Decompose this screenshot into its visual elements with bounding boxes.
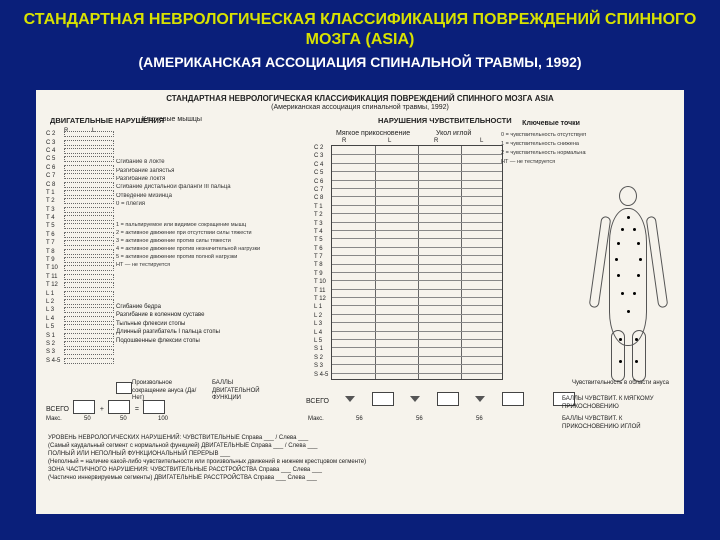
figure-leg-right — [632, 330, 646, 382]
key-points-heading: Ключевые точки — [522, 120, 580, 127]
vsego-motor: ВСЕГО — [46, 406, 69, 413]
motor-total-box — [143, 400, 165, 414]
footer-line: (Самый каудальный сегмент с нормальной ф… — [48, 442, 668, 450]
motor-r-box — [73, 400, 95, 414]
sheet-title: СТАНДАРТНАЯ НЕВРОЛОГИЧЕСКАЯ КЛАССИФИКАЦИ… — [36, 94, 684, 103]
max-50b: 50 — [120, 416, 127, 424]
key-muscle-lower: Длинный разгибатель I пальца стопы — [116, 329, 286, 337]
key-muscle-lower: Разгибание в коленном суставе — [116, 312, 286, 320]
key-muscle: Сгибание дистальной фаланги III пальца — [116, 184, 276, 192]
anal-sphincter-box — [116, 382, 132, 394]
pp-total-box — [437, 392, 459, 406]
key-muscle: Разгибание запястья — [116, 168, 276, 176]
figure-leg-left — [611, 330, 625, 382]
key-muscle: Разгибание локтя — [116, 176, 276, 184]
figure-torso — [609, 208, 647, 346]
max56c: 56 — [476, 416, 483, 424]
key-muscle-lower: Тыльные флексии стопы — [116, 321, 286, 329]
key-point: 1 = чувствительность снижена — [501, 141, 586, 150]
arrow-icon — [475, 396, 485, 402]
arrow-icon — [345, 396, 355, 402]
motor-seg: L 1 — [46, 289, 186, 297]
key-point: 2 = чувствительность нормальная — [501, 150, 586, 159]
footer-line: УРОВЕНЬ НЕВРОЛОГИЧЕСКИХ НАРУШЕНИЙ: ЧУВСТ… — [48, 434, 668, 442]
key-muscle-lower: Сгибание бедра — [116, 304, 286, 312]
key-point: НТ — не тестируется — [501, 159, 586, 168]
max-label2: Макс. — [308, 416, 324, 424]
key-muscle: Сгибание в локте — [116, 159, 276, 167]
sensory-heading: НАРУШЕНИЯ ЧУВСТВИТЕЛЬНОСТИ — [378, 116, 512, 125]
slide: СТАНДАРТНАЯ НЕВРОЛОГИЧЕСКАЯ КЛАССИФИКАЦИ… — [0, 0, 720, 540]
footer-line: ПОЛНЫЙ ИЛИ НЕПОЛНЫЙ ФУНКЦИОНАЛЬНЫЙ ПЕРЕР… — [48, 450, 668, 458]
pp-score-label: БАЛЛЫ ЧУВСТВИТ. К ПРИКОСНОВЕНИЮ ИГЛОЙ — [562, 416, 672, 431]
key-muscle: 0 = плегия — [116, 201, 276, 209]
light-touch-heading: Мягкое прикосновение — [336, 130, 410, 137]
lt-score-label: БАЛЛЫ ЧУВСТВИТ. К МЯГКОМУ ПРИКОСНОВЕНИЮ — [562, 396, 672, 411]
pin-prick-heading: Укол иглой — [436, 130, 471, 137]
plus: + — [100, 406, 104, 413]
key-muscles-heading: Ключевые мышцы — [142, 116, 202, 123]
eq: = — [135, 406, 139, 413]
max-label: Макс. — [46, 416, 62, 424]
motor-scale-item: 4 = активное движение против незначитель… — [116, 246, 286, 254]
key-muscle — [116, 151, 276, 159]
lt-total-box — [372, 392, 394, 406]
sens-sum-a — [502, 392, 524, 406]
key-muscles-lower: Сгибание бедраРазгибание в коленном суст… — [116, 304, 286, 346]
figure-head — [619, 186, 637, 206]
footer-line: ЗОНА ЧАСТИЧНОГО НАРУШЕНИЯ: ЧУВСТВИТЕЛЬНЫ… — [48, 466, 668, 474]
motor-seg: S 4-5 — [46, 357, 186, 365]
motor-seg: T 12 — [46, 281, 186, 289]
motor-scale-item: 1 = пальпируемое или видимое сокращение … — [116, 222, 286, 230]
motor-seg: T 11 — [46, 273, 186, 281]
footer-line: (Частично иннервируемые сегменты) ДВИГАТ… — [48, 474, 668, 482]
motor-scale-item: 2 = активное движение при отсутствии сил… — [116, 230, 286, 238]
motor-seg: S 3 — [46, 348, 186, 356]
key-point: 0 = чувствительность отсутствует — [501, 132, 586, 141]
body-figure — [581, 180, 676, 390]
slide-subtitle: (АМЕРИКАНСКАЯ АССОЦИАЦИЯ СПИНАЛЬНОЙ ТРАВ… — [0, 52, 720, 78]
motor-scale-item: НТ — не тестируется — [116, 262, 286, 270]
arrow-icon — [410, 396, 420, 402]
slide-title: СТАНДАРТНАЯ НЕВРОЛОГИЧЕСКАЯ КЛАССИФИКАЦИ… — [0, 0, 720, 52]
motor-scale: 1 = пальпируемое или видимое сокращение … — [116, 222, 286, 270]
figure-arm-left — [589, 216, 612, 308]
key-muscle — [116, 134, 276, 142]
motor-scale-item: 5 = активное движение против полной нагр… — [116, 254, 286, 262]
footer-line: (Неполный = наличие какой-либо чувствите… — [48, 458, 668, 466]
max56b: 56 — [416, 416, 423, 424]
sheet-subtitle: (Американская ассоциация спинальной трав… — [36, 104, 684, 111]
vsego-sens: ВСЕГО — [306, 398, 329, 405]
max-50a: 50 — [84, 416, 91, 424]
footer-block: УРОВЕНЬ НЕВРОЛОГИЧЕСКИХ НАРУШЕНИЙ: ЧУВСТ… — [48, 434, 668, 483]
max56a: 56 — [356, 416, 363, 424]
key-muscle: Отведение мизинца — [116, 193, 276, 201]
key-points-legend: 0 = чувствительность отсутствует1 = чувс… — [501, 132, 586, 168]
motor-l-box — [108, 400, 130, 414]
motor-scale-item: 3 = активное движение против силы тяжест… — [116, 238, 286, 246]
key-muscles-list: Сгибание в локтеРазгибание запястьяРазги… — [116, 134, 276, 210]
sensory-totals: ВСЕГО — [306, 390, 575, 408]
asia-worksheet: СТАНДАРТНАЯ НЕВРОЛОГИЧЕСКАЯ КЛАССИФИКАЦИ… — [36, 90, 684, 514]
key-muscle — [116, 142, 276, 150]
max-100: 100 — [158, 416, 168, 424]
key-muscle-lower: Подошвенные флексии стопы — [116, 338, 286, 346]
sensory-seg-labels: C 2C 3C 4C 5C 6C 7C 8T 1T 2T 3T 4T 5T 6T… — [314, 145, 328, 380]
figure-arm-right — [646, 216, 669, 308]
anal-sens-label: Чувствительность в области ануса — [572, 380, 672, 388]
sensory-grid — [331, 145, 503, 380]
